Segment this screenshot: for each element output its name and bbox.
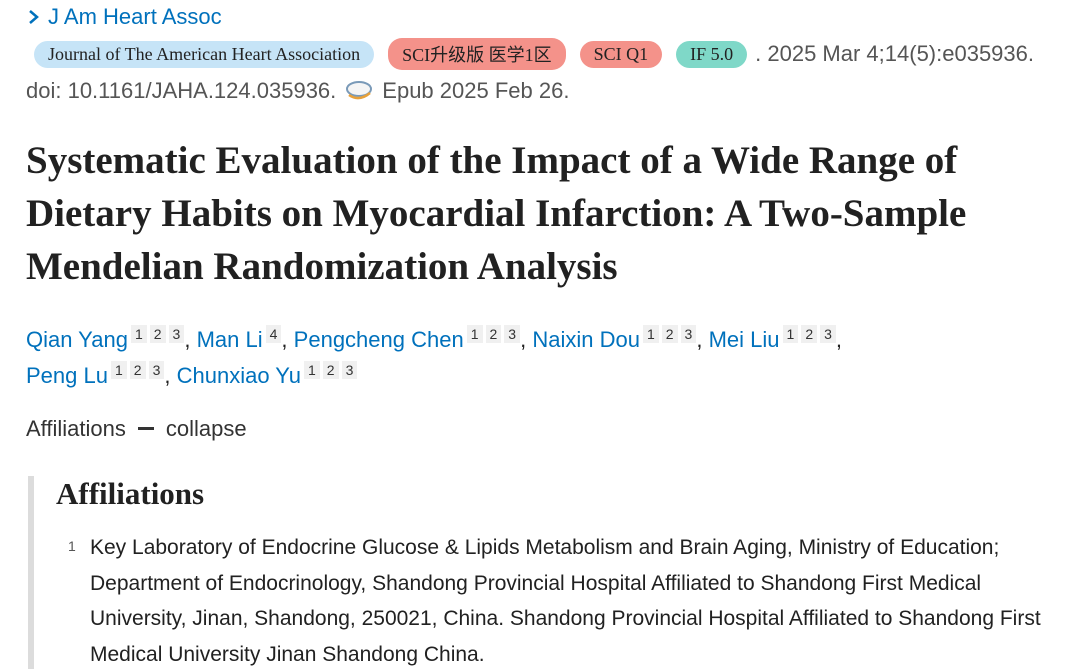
affiliation-ref[interactable]: 1 xyxy=(110,361,127,379)
affiliation-ref[interactable]: 3 xyxy=(148,361,165,379)
affiliation-ref[interactable]: 1 xyxy=(130,325,147,343)
affiliation-ref[interactable]: 2 xyxy=(129,361,146,379)
affiliation-ref[interactable]: 1 xyxy=(642,325,659,343)
journal-row: J Am Heart Assoc xyxy=(28,4,222,30)
affiliation-ref[interactable]: 3 xyxy=(680,325,697,343)
affiliation-ref[interactable]: 2 xyxy=(661,325,678,343)
journal-link[interactable]: J Am Heart Assoc xyxy=(48,4,222,29)
author-name[interactable]: Man Li xyxy=(196,327,263,352)
affiliation-number: 1 xyxy=(68,538,76,554)
badge-row: Journal of The American Heart Associatio… xyxy=(34,38,1034,70)
badge[interactable]: SCI升级版 医学1区 xyxy=(388,38,566,70)
doi-row: doi: 10.1161/JAHA.124.035936. Epub 2025 … xyxy=(26,78,569,104)
badge[interactable]: IF 5.0 xyxy=(676,40,748,68)
affiliation-ref[interactable]: 3 xyxy=(168,325,185,343)
affiliation-ref[interactable]: 2 xyxy=(149,325,166,343)
separator: , xyxy=(696,327,703,352)
affiliation-ref[interactable]: 2 xyxy=(322,361,339,379)
affiliation-ref[interactable]: 3 xyxy=(820,325,836,343)
article-title: Systematic Evaluation of the Impact of a… xyxy=(26,139,967,288)
affiliations-panel: Affiliations 1 Key Laboratory of Endocri… xyxy=(28,476,1080,669)
affiliation-text: Key Laboratory of Endocrine Glucose & Li… xyxy=(90,536,1041,666)
author-name[interactable]: Naixin Dou xyxy=(532,327,640,352)
epub-icon xyxy=(346,81,373,100)
doi: doi: 10.1161/JAHA.124.035936. xyxy=(26,78,337,103)
author-name[interactable]: Mei Liu xyxy=(708,327,780,352)
collapse-icon xyxy=(137,427,154,430)
toggle-label: Affiliations xyxy=(26,416,126,441)
author: Peng Lu 1 2 3, xyxy=(26,361,171,388)
toggle-action[interactable]: collapse xyxy=(165,416,247,441)
epub-date: Epub 2025 Feb 26. xyxy=(382,78,570,103)
author: Pengcheng Chen 1 2 3, xyxy=(293,325,527,352)
affiliations-heading: Affiliations xyxy=(56,476,205,511)
affiliation-ref[interactable]: 4 xyxy=(265,325,282,343)
affiliation-ref[interactable]: 1 xyxy=(782,325,799,343)
badge[interactable]: Journal of The American Heart Associatio… xyxy=(34,40,375,68)
affiliations-toggle[interactable]: Affiliations collapse xyxy=(26,416,247,442)
separator: , xyxy=(164,363,171,388)
separator: , xyxy=(281,327,288,352)
author: Mei Liu 1 2 3, xyxy=(708,325,843,352)
author-list: Qian Yang 1 2 3, Man Li 4, Pengcheng Chen 1 2 3… xyxy=(26,322,1066,394)
separator: , xyxy=(835,327,843,352)
chevron-icon xyxy=(29,10,39,24)
author: Man Li 4, xyxy=(196,325,288,352)
author: Naixin Dou 1 2 3, xyxy=(532,325,703,352)
affiliation-ref[interactable]: 1 xyxy=(303,361,320,379)
author-name[interactable]: Peng Lu xyxy=(26,363,108,388)
citation: . 2025 Mar 4;14(5):e035936. xyxy=(755,41,1034,66)
author-name[interactable]: Pengcheng Chen xyxy=(293,327,464,352)
author-name[interactable]: Chunxiao Yu xyxy=(176,363,301,388)
badge[interactable]: SCI Q1 xyxy=(579,40,663,68)
author: Qian Yang 1 2 3, xyxy=(26,325,191,352)
author-name[interactable]: Qian Yang xyxy=(26,327,128,352)
affiliation-ref[interactable]: 3 xyxy=(341,361,358,379)
affiliation-ref[interactable]: 1 xyxy=(466,325,483,343)
affiliation-ref[interactable]: 2 xyxy=(801,325,818,343)
author: Chunxiao Yu 1 2 3 xyxy=(176,361,358,388)
affiliation-ref[interactable]: 3 xyxy=(504,325,521,343)
affiliation-ref[interactable]: 2 xyxy=(485,325,502,343)
separator: , xyxy=(184,327,191,352)
separator: , xyxy=(520,327,527,352)
